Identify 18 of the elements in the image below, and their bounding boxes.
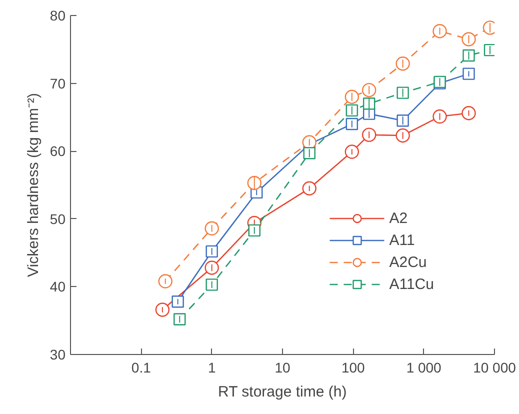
x-tick-label: 0.1	[131, 360, 152, 376]
legend-label: A2Cu	[389, 254, 427, 270]
y-axis-title: Vickers hardness (kg mm⁻²)	[24, 93, 42, 277]
legend-label: A11Cu	[389, 276, 434, 292]
legend-label: A2	[389, 210, 409, 226]
x-tick-label: 100	[341, 360, 366, 376]
y-tick-label: 30	[50, 346, 66, 362]
x-tick-label: 10	[274, 360, 290, 376]
x-tick-label: 1	[208, 360, 216, 376]
legend-label: A11	[389, 232, 415, 248]
y-tick-label: 80	[50, 8, 66, 24]
y-tick-label: 60	[50, 143, 66, 160]
y-tick-label: 40	[50, 278, 66, 295]
y-tick-label: 70	[50, 75, 66, 92]
x-tick-label: 1 000	[406, 360, 442, 376]
y-tick-label: 50	[50, 210, 66, 227]
x-axis-title: RT storage time (h)	[218, 384, 347, 400]
x-tick-label: 10 000	[473, 360, 516, 376]
